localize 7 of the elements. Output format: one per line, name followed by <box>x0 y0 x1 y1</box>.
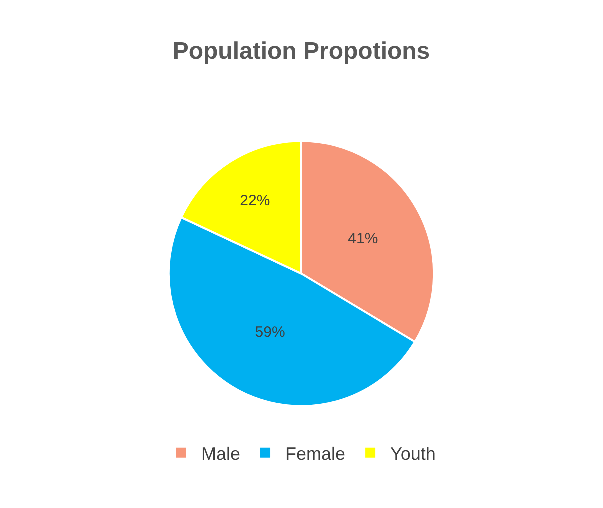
legend-label: Male <box>202 444 241 464</box>
data-label: 59% <box>255 324 286 341</box>
data-label: 41% <box>348 230 378 248</box>
legend-label: Female <box>286 444 346 464</box>
chart-title: Population Propotions <box>172 38 430 66</box>
data-label: 22% <box>240 192 270 210</box>
legend-label: Youth <box>390 444 436 464</box>
